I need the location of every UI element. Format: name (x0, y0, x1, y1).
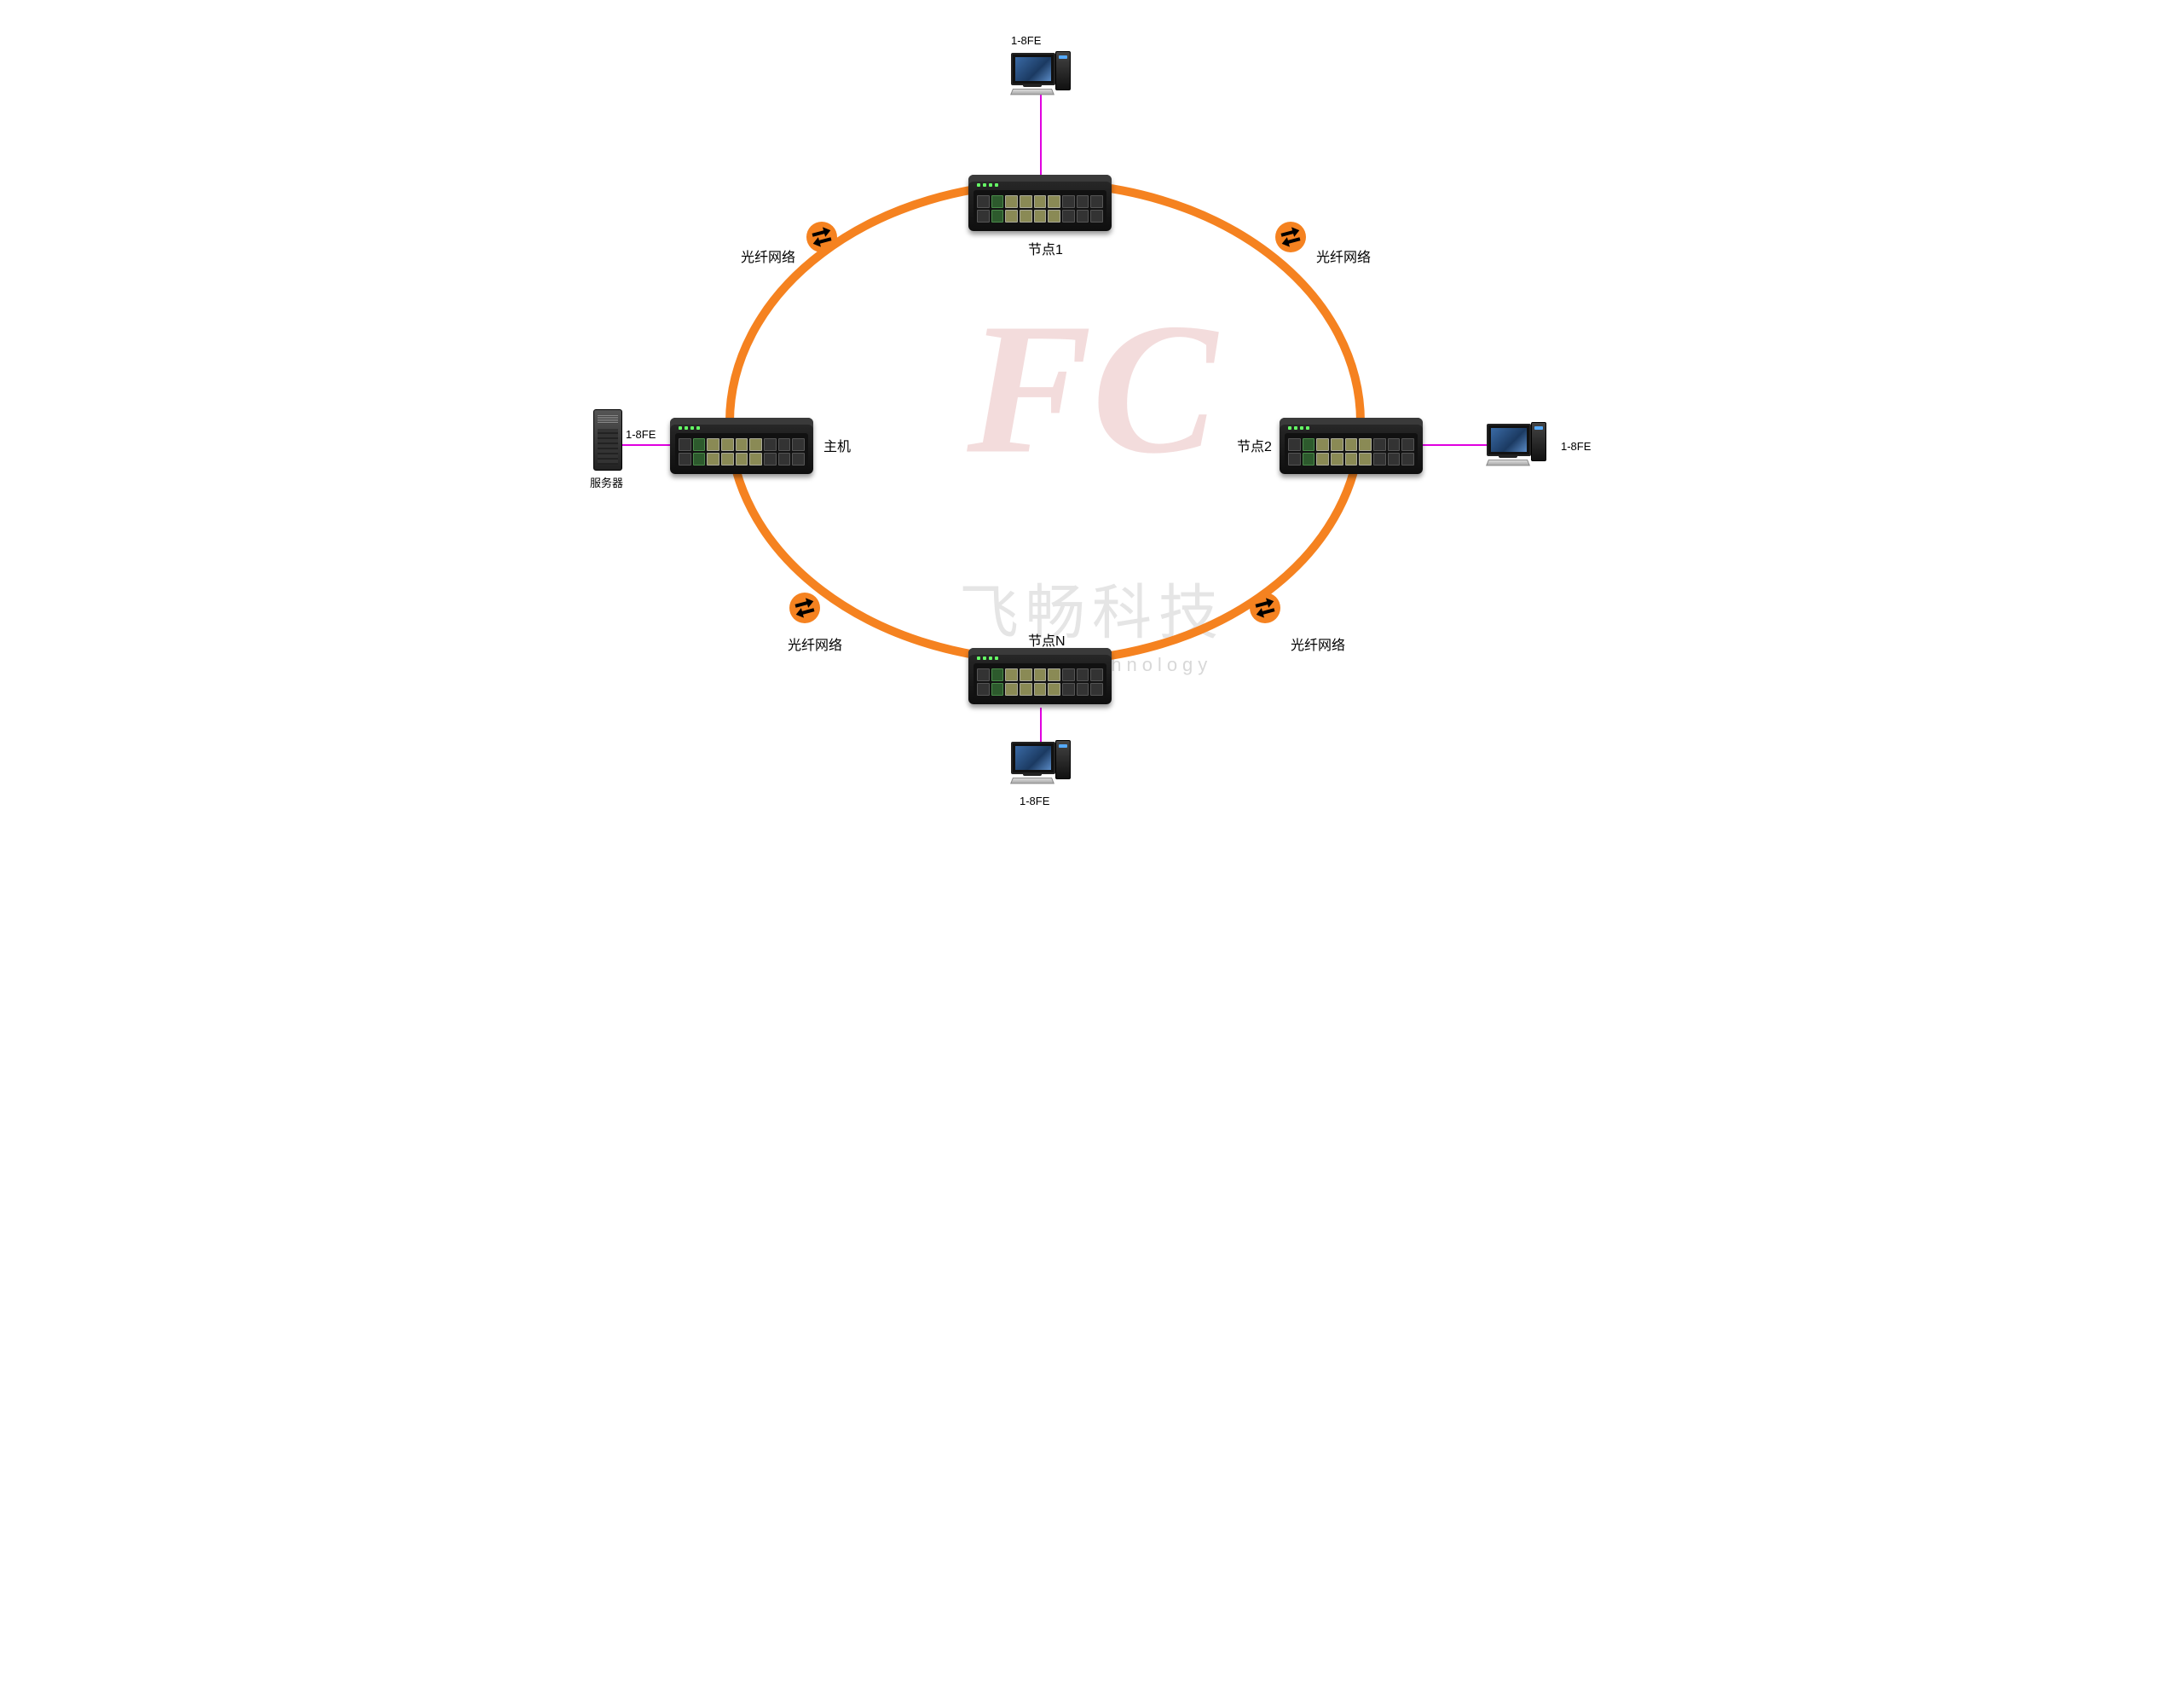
switch-label-node1: 节点1 (1028, 238, 1063, 258)
fiber-label-3: 光纤网络 (1291, 633, 1345, 654)
switch-label-node2: 节点2 (1237, 435, 1272, 455)
switch-node1 (968, 175, 1112, 231)
fiber-label-0: 光纤网络 (741, 246, 795, 266)
server-srv (593, 409, 622, 471)
fe-label-0: 1-8FE (1011, 34, 1041, 47)
switch-nodeN (968, 648, 1112, 704)
fiber-badge-2 (789, 593, 820, 623)
fiber-badge-0 (806, 222, 837, 252)
fe-label-3: 1-8FE (1561, 440, 1591, 453)
computer-pc2 (1487, 422, 1546, 465)
server-label: 服务器 (590, 474, 623, 490)
switch-label-host: 主机 (823, 435, 851, 455)
fiber-label-2: 光纤网络 (788, 633, 842, 654)
fiber-label-1: 光纤网络 (1316, 246, 1371, 266)
fe-label-2: 1-8FE (626, 428, 656, 441)
computer-pc1 (1011, 51, 1071, 94)
switch-host (670, 418, 813, 474)
fiber-badge-1 (1275, 222, 1306, 252)
diagram-stage: FC 飞畅科技 Future Technology 主机节点1节点2节点N服务器… (568, 0, 1616, 811)
computer-pcN (1011, 740, 1071, 783)
switch-label-nodeN: 节点N (1028, 629, 1066, 650)
fiber-badge-3 (1250, 593, 1280, 623)
switch-node2 (1280, 418, 1423, 474)
overlay-layer: 主机节点1节点2节点N服务器光纤网络光纤网络光纤网络光纤网络1-8FE1-8FE… (568, 0, 1616, 811)
fe-label-1: 1-8FE (1020, 795, 1049, 807)
